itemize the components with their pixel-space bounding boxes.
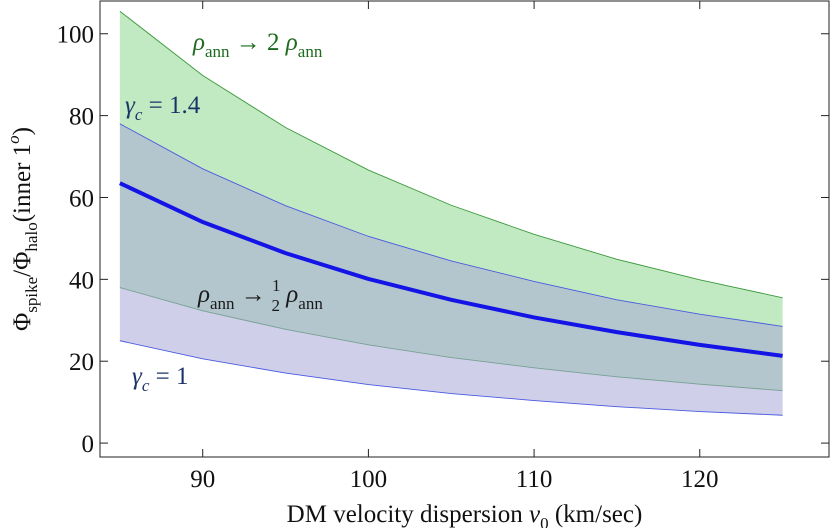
x-axis-label: DM velocity dispersion v0 (km/sec)	[287, 501, 643, 528]
y-tick-label: 40	[69, 267, 94, 294]
y-tick-label: 80	[69, 104, 94, 131]
text-part: halo	[22, 222, 41, 251]
text-part: o	[4, 135, 23, 144]
annotation: γc = 1.4	[125, 92, 201, 124]
y-tick-label: 100	[57, 22, 95, 49]
text-part: ρ	[197, 281, 210, 308]
x-tick-label: 90	[190, 466, 215, 493]
text-part: c	[142, 376, 150, 395]
text-part: = 1	[149, 363, 188, 390]
text-part: (km/sec)	[549, 501, 643, 528]
x-tick-label: 100	[350, 466, 388, 493]
x-tick-label: 110	[516, 466, 553, 493]
annotation: γc = 1	[132, 363, 189, 395]
text-part: 2	[272, 296, 281, 315]
text-part: ann	[205, 42, 230, 61]
text-part: ρ	[285, 281, 298, 308]
text-part: ann	[210, 294, 235, 313]
text-part: spike	[22, 277, 41, 313]
text-part: = 1.4	[142, 92, 200, 119]
text-part: 1	[272, 276, 281, 295]
text-part: ρ	[192, 29, 205, 56]
y-tick-label: 20	[69, 349, 94, 376]
band-area	[119, 123, 783, 416]
text-part: →	[235, 281, 273, 308]
band-edge	[119, 123, 783, 327]
text-part: )	[9, 127, 36, 135]
text-part: Φ	[9, 313, 36, 331]
text-part: v	[529, 501, 541, 528]
y-axis-label: Φspike/Φhalo(inner 1o)	[4, 127, 41, 331]
text-part: (inner 1	[9, 144, 36, 222]
text-part: /Φ	[9, 252, 36, 277]
line	[119, 181, 783, 358]
text-part: DM velocity dispersion	[287, 501, 529, 528]
text-part: ann	[298, 42, 323, 61]
band-edge	[119, 340, 783, 416]
plot-frame	[99, 0, 830, 458]
band-edge	[119, 10, 783, 299]
y-tick-label: 60	[69, 185, 94, 212]
text-part: c	[135, 105, 143, 124]
x-tick-label: 120	[681, 466, 719, 493]
annotation: ρann → 2 ρann	[192, 29, 323, 61]
text-part: ann	[298, 294, 323, 313]
text-part: 0	[540, 514, 549, 528]
text-part: γ	[132, 363, 143, 390]
text-part: γ	[125, 92, 136, 119]
text-part: ρ	[285, 29, 298, 56]
text-part: → 2	[230, 29, 286, 56]
y-tick-label: 0	[82, 431, 95, 458]
